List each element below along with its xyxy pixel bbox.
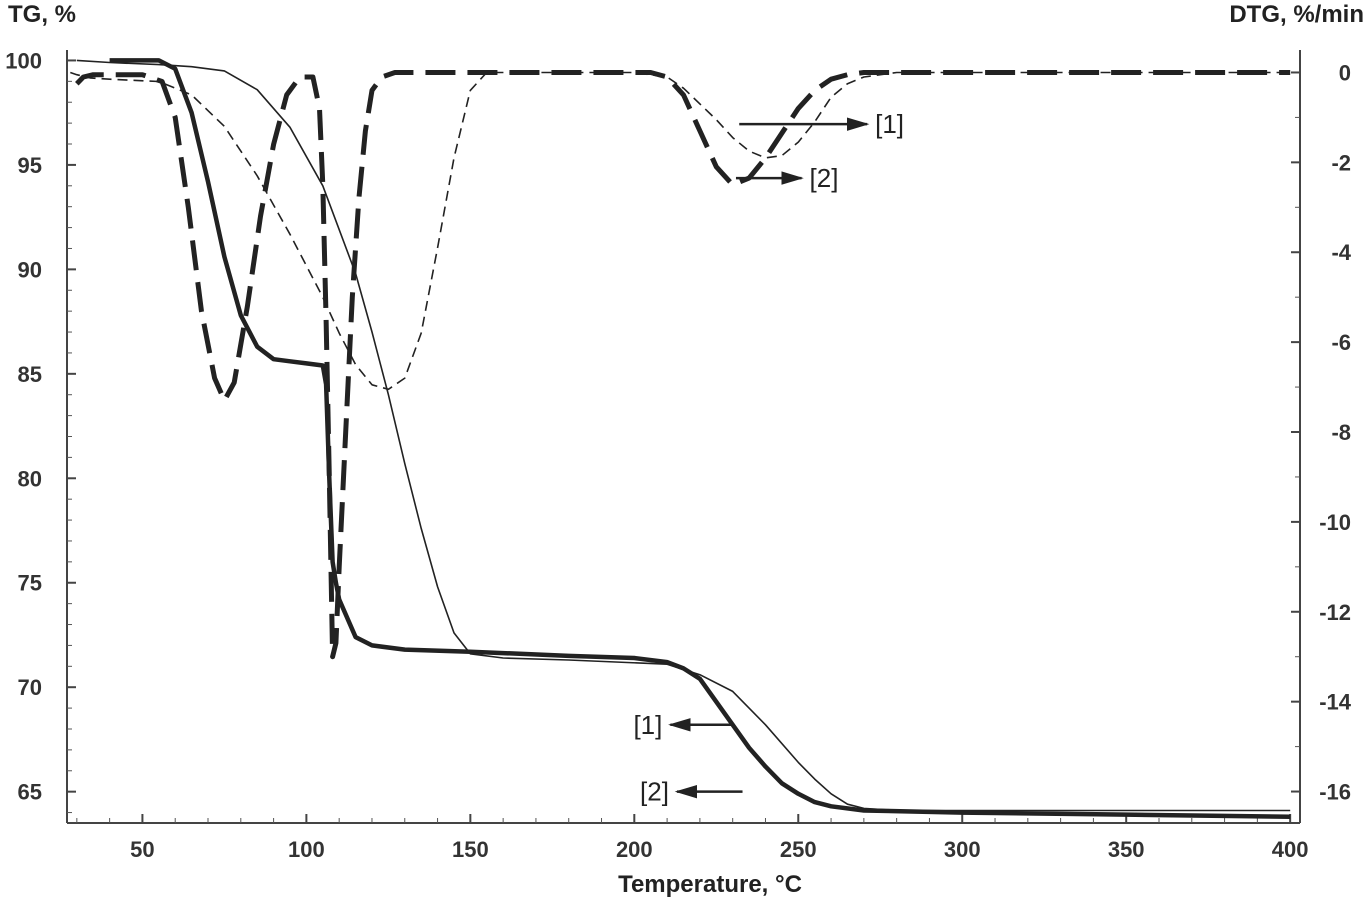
right-tick-label: -16 bbox=[1319, 780, 1351, 805]
left-tick-label: 70 bbox=[18, 675, 42, 700]
annotation-layer: [1] [2] [1] [2] bbox=[633, 109, 904, 807]
x-tick-label: 200 bbox=[616, 837, 653, 862]
left-tick-label: 85 bbox=[18, 362, 42, 387]
right-tick-label: -2 bbox=[1331, 150, 1351, 175]
right-tick-label: -6 bbox=[1331, 330, 1351, 355]
annotation-label: [1] bbox=[875, 109, 904, 139]
left-tick-label: 90 bbox=[18, 257, 42, 282]
right-tick-label: -12 bbox=[1319, 600, 1351, 625]
plot-frame bbox=[66, 50, 1301, 824]
left-tick-label: 95 bbox=[18, 153, 42, 178]
left-tick-label: 100 bbox=[5, 48, 42, 73]
x-tick-label: 400 bbox=[1272, 837, 1309, 862]
tg-curve-2 bbox=[109, 58, 1291, 819]
right-axis-title: DTG, %/min bbox=[1229, 1, 1364, 28]
annotation-label: [2] bbox=[640, 777, 669, 807]
right-axis-ticks: 0 -2 -4 -6 -8 -10 -12 -14 -16 bbox=[1291, 60, 1352, 805]
right-tick-label: -4 bbox=[1331, 240, 1351, 265]
left-tick-label: 75 bbox=[18, 571, 42, 596]
x-tick-label: 100 bbox=[288, 837, 325, 862]
x-tick-label: 350 bbox=[1108, 837, 1145, 862]
series-layer bbox=[70, 58, 1291, 819]
x-axis-title: Temperature, °C bbox=[618, 871, 802, 898]
dtg-curve-1 bbox=[70, 71, 1291, 391]
bottom-axis-ticks: 50 100 150 200 250 300 350 400 bbox=[76, 814, 1309, 862]
x-tick-label: 50 bbox=[130, 837, 154, 862]
right-tick-label: -10 bbox=[1319, 510, 1351, 535]
right-tick-label: -14 bbox=[1319, 690, 1352, 715]
x-tick-label: 300 bbox=[944, 837, 981, 862]
right-tick-label: 0 bbox=[1339, 60, 1351, 85]
left-tick-label: 65 bbox=[18, 780, 42, 805]
annotation-label: [2] bbox=[810, 163, 839, 193]
x-tick-label: 150 bbox=[452, 837, 489, 862]
right-tick-label: -8 bbox=[1331, 420, 1351, 445]
x-tick-label: 250 bbox=[780, 837, 817, 862]
annotation-label: [1] bbox=[633, 710, 662, 740]
left-axis-title: TG, % bbox=[8, 1, 76, 28]
left-tick-label: 80 bbox=[18, 466, 42, 491]
left-axis-ticks: 65 70 75 80 85 90 95 100 bbox=[5, 48, 76, 814]
dtg-curve-2 bbox=[75, 70, 1291, 660]
tg-curve-1 bbox=[76, 59, 1291, 812]
